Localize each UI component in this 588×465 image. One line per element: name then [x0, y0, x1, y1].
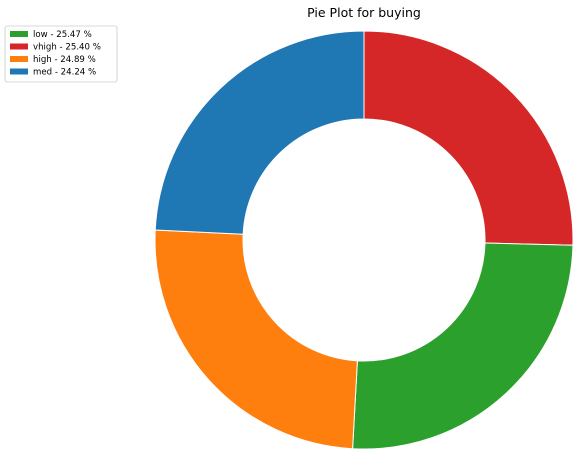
- legend-swatch-high: [10, 56, 28, 62]
- legend-label-med: med - 24.24 %: [33, 68, 96, 78]
- legend-swatch-med: [10, 68, 28, 75]
- legend-label-low: low - 25.47 %: [33, 30, 92, 40]
- legend-label-vhigh: vhigh - 25.40 %: [33, 43, 101, 53]
- legend: low - 25.47 % vhigh - 25.40 % high - 24.89…: [4, 25, 118, 83]
- chart-title: Pie Plot for buying: [307, 5, 421, 20]
- legend-swatch-low: [10, 31, 28, 37]
- slice-vhigh: [363, 30, 574, 246]
- slice-med: [154, 30, 365, 235]
- slice-high: [154, 229, 358, 450]
- donut-slices: [154, 30, 574, 450]
- legend-label-high: high - 24.89 %: [33, 55, 96, 65]
- legend-frame: [4, 25, 118, 83]
- slice-low: [352, 242, 574, 450]
- legend-swatch-vhigh: [10, 43, 28, 50]
